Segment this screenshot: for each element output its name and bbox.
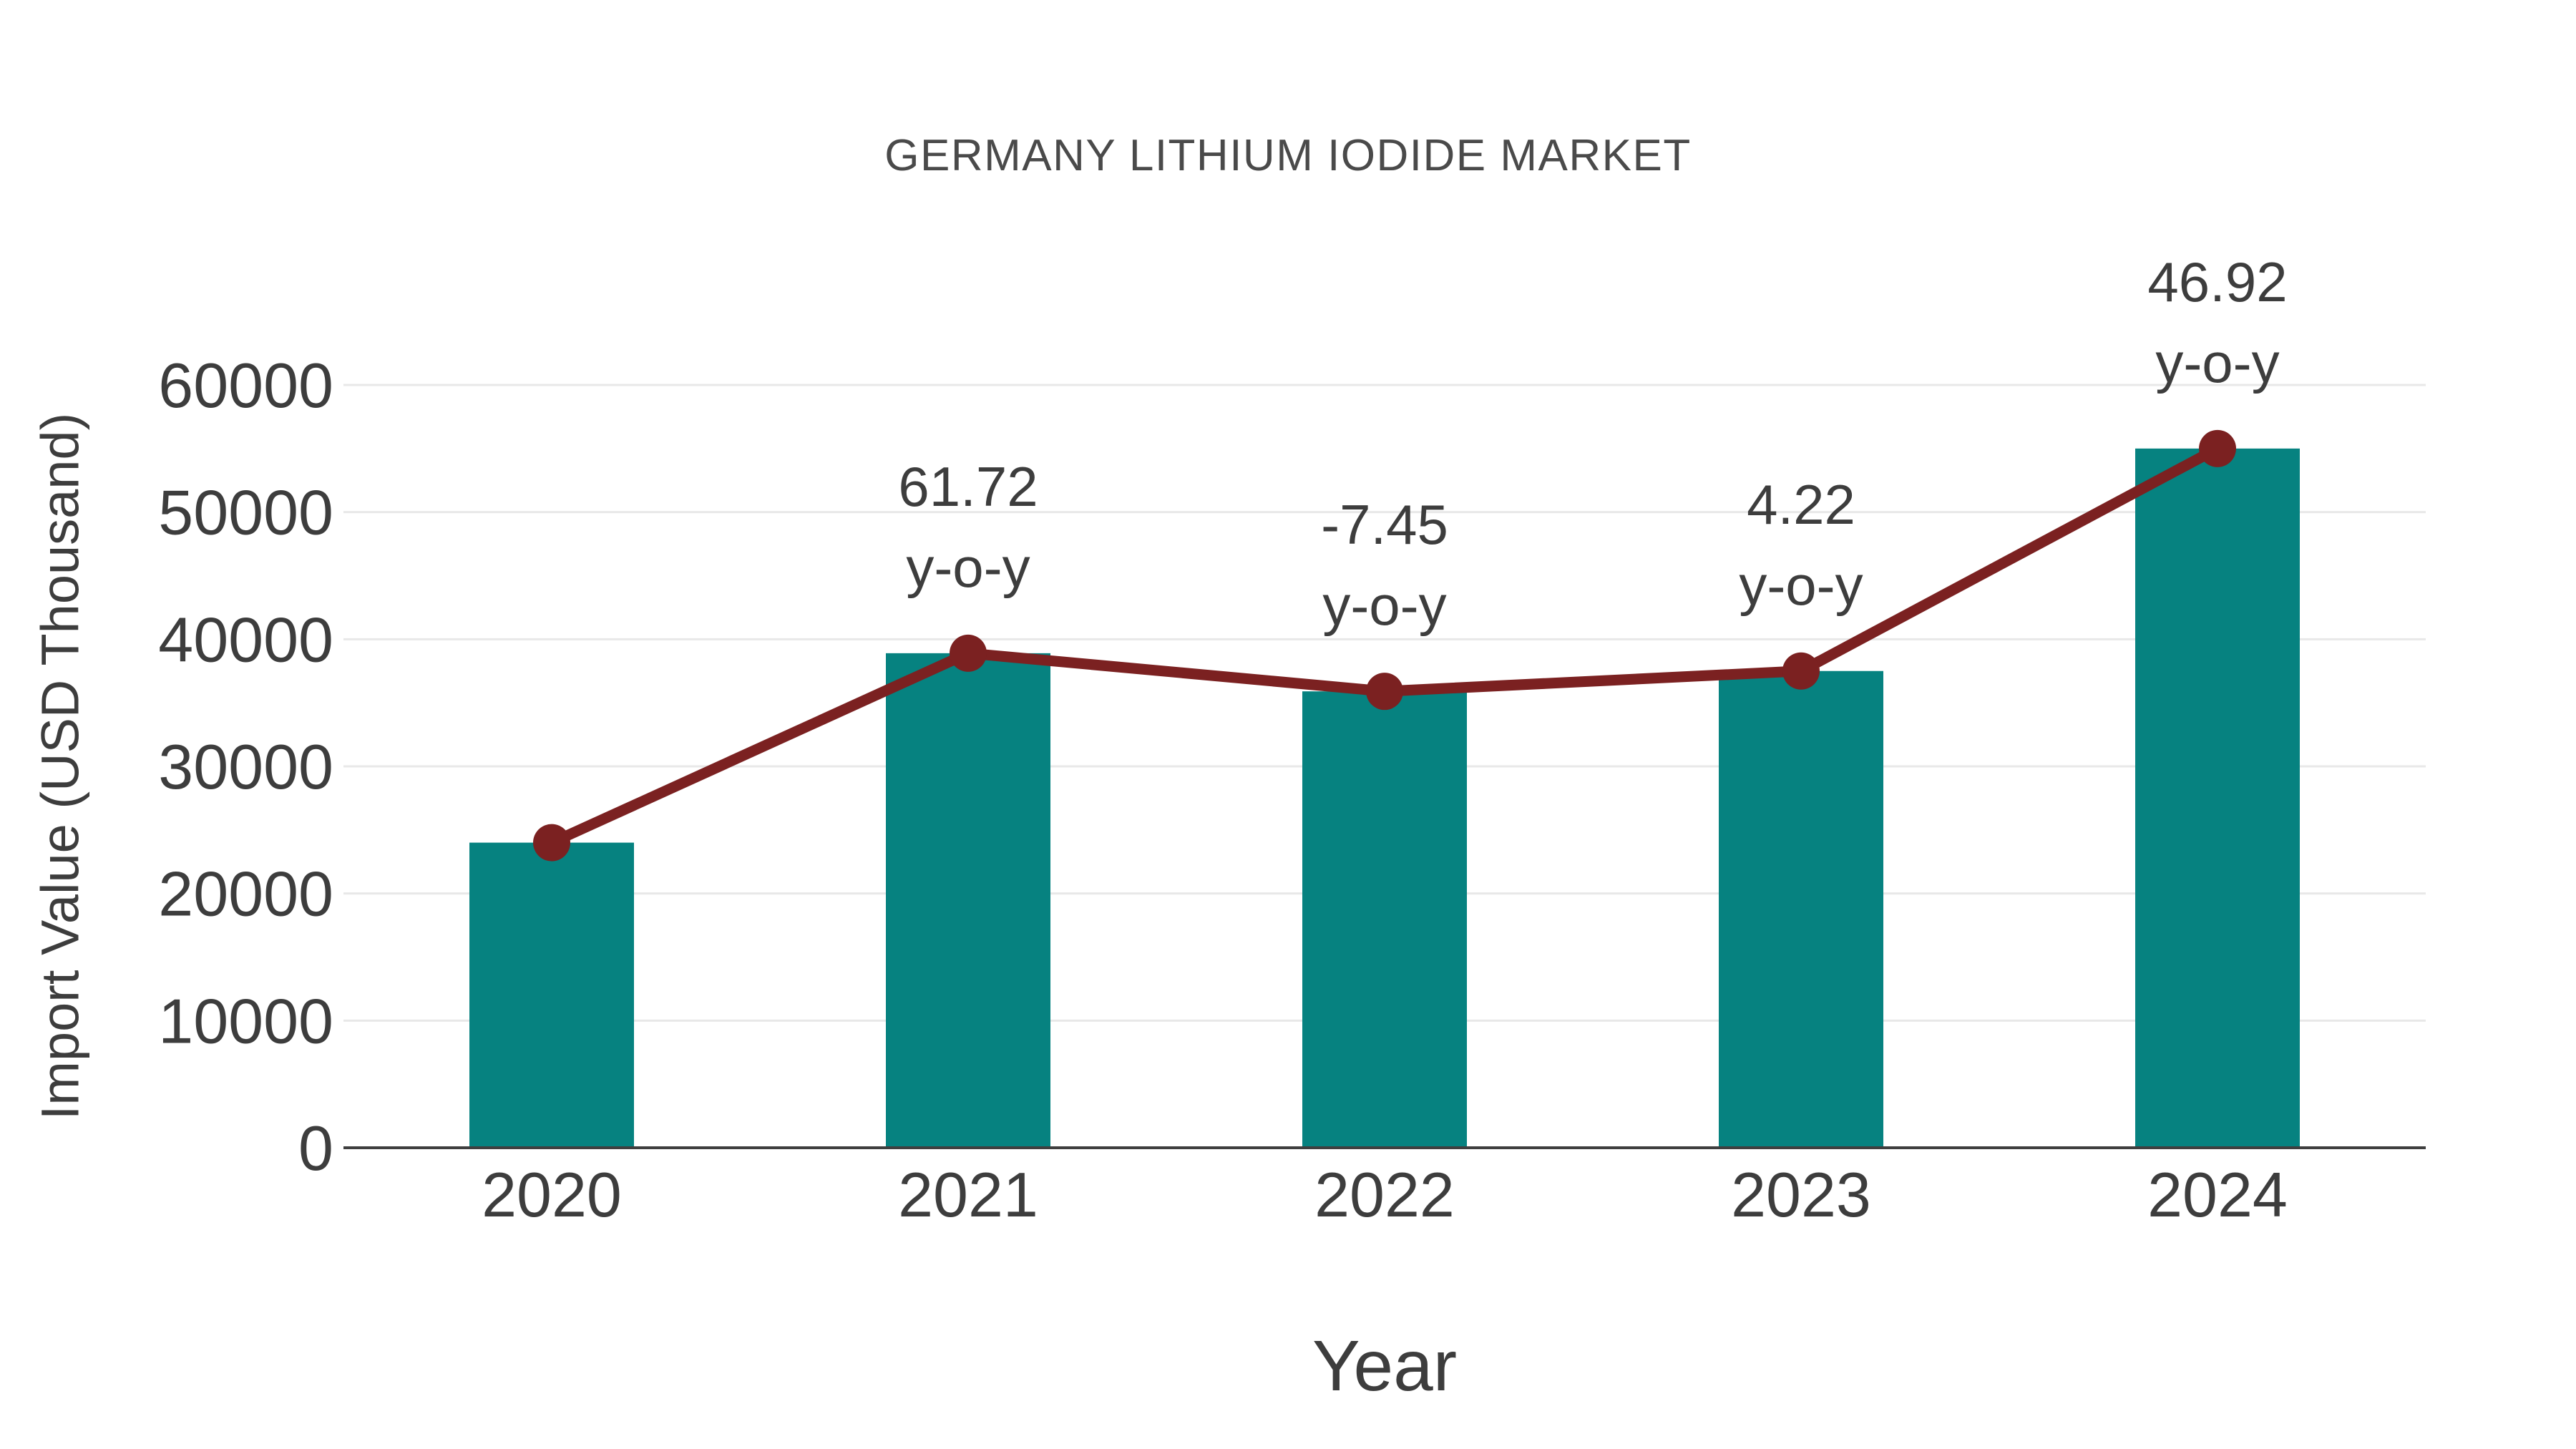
x-tick-label-2022: 2022 xyxy=(1314,1159,1455,1230)
annotation-value-2022: -7.45 xyxy=(1321,493,1448,556)
y-tick-label-20000: 20000 xyxy=(158,859,333,930)
bar-2024 xyxy=(2135,448,2300,1148)
y-tick-label-40000: 40000 xyxy=(158,604,333,675)
y-tick-label-60000: 60000 xyxy=(158,350,333,421)
bar-2020 xyxy=(469,842,634,1148)
annotation-yoy-2021: y-o-y xyxy=(906,536,1030,599)
annotation-yoy-2022: y-o-y xyxy=(1322,574,1446,637)
y-axis-title: Import Value (USD Thousand) xyxy=(30,412,90,1121)
annotation-value-2023: 4.22 xyxy=(1747,473,1855,536)
marker-2022 xyxy=(1366,673,1403,711)
bar-2023 xyxy=(1719,670,1883,1148)
chart-title: GERMANY LITHIUM IODIDE MARKET xyxy=(884,131,1692,180)
marker-2021 xyxy=(950,634,987,672)
annotation-yoy-2024: y-o-y xyxy=(2155,331,2279,394)
x-tick-label-2020: 2020 xyxy=(482,1159,622,1230)
annotation-value-2024: 46.92 xyxy=(2147,250,2287,313)
y-tick-label-30000: 30000 xyxy=(158,731,333,802)
x-axis-title: Year xyxy=(1312,1326,1458,1406)
marker-2020 xyxy=(533,824,570,862)
y-tick-label-0: 0 xyxy=(298,1113,333,1184)
annotation-yoy-2023: y-o-y xyxy=(1739,554,1863,617)
x-tick-label-2024: 2024 xyxy=(2147,1159,2288,1230)
y-tick-label-10000: 10000 xyxy=(158,985,333,1056)
y-tick-label-50000: 50000 xyxy=(158,477,333,548)
x-tick-label-2021: 2021 xyxy=(898,1159,1038,1230)
annotation-value-2021: 61.72 xyxy=(898,455,1038,518)
marker-2024 xyxy=(2199,429,2236,467)
x-tick-label-2023: 2023 xyxy=(1731,1159,1871,1230)
bar-2022 xyxy=(1302,691,1467,1148)
marker-2023 xyxy=(1782,652,1820,690)
bar-2021 xyxy=(886,653,1050,1148)
